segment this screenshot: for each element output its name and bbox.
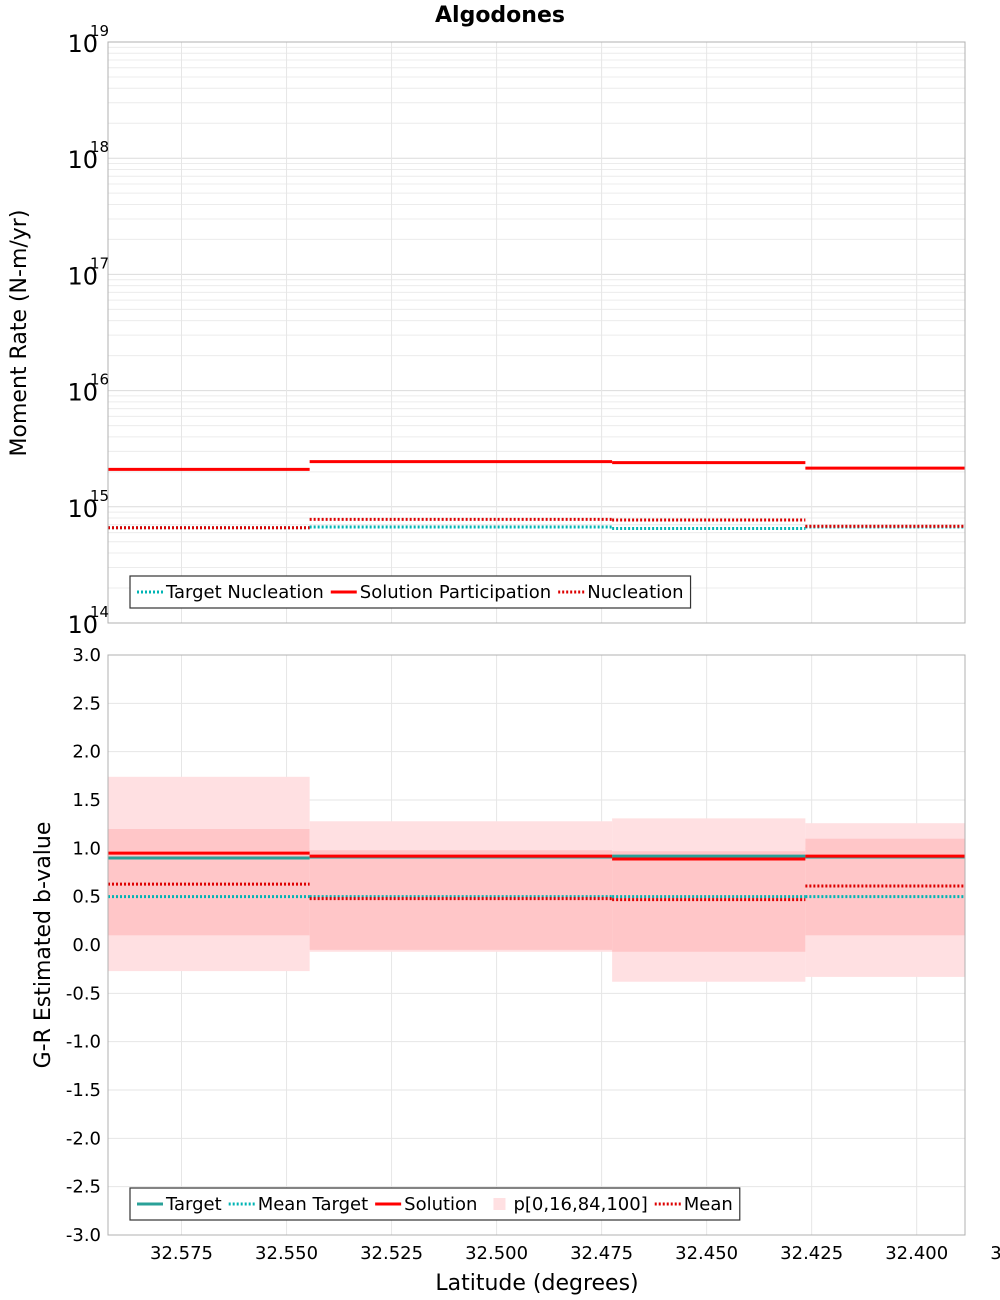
x-tick-label: 32.500 <box>465 1243 528 1264</box>
legend-entry: Mean <box>684 1194 733 1215</box>
band-inner <box>805 838 965 936</box>
x-tick-label: 32.475 <box>570 1243 633 1264</box>
b-value-panel: 3.0 2.5 2.0 1.5 1.0 0.5 0.0 -0.5 -1.0 -1.5 -2.0 -2.… <box>66 645 1000 1264</box>
y-tick-label: -1.5 <box>66 1080 101 1101</box>
y-tick-label: -2.0 <box>66 1128 101 1149</box>
y-tick-label: -2.5 <box>66 1177 101 1198</box>
b-value-legend: Target Mean Target Solution p[0,16,84,100] M… <box>129 1187 741 1221</box>
y-tick-label: 1.0 <box>72 838 101 859</box>
x-ticks: 32.575 32.550 32.525 32.500 32.475 32.450 32.4… <box>150 1243 1000 1264</box>
b-value-y-ticks: 3.0 2.5 2.0 1.5 1.0 0.5 0.0 -0.5 -1.0 -1.5 -2.0 -2.… <box>66 645 101 1246</box>
y-tick-label: 10 <box>67 146 98 174</box>
y-tick-exponent: 19 <box>90 22 109 40</box>
y-tick-label: -3.0 <box>66 1225 101 1246</box>
x-tick-label: 32.425 <box>780 1243 843 1264</box>
x-tick-label: 32.525 <box>360 1243 423 1264</box>
x-tick-label: 32.450 <box>675 1243 738 1264</box>
y-tick-exponent: 14 <box>90 603 109 621</box>
y-tick-label: 0.5 <box>72 887 101 908</box>
x-tick-label: 32.400 <box>885 1243 948 1264</box>
series-nucleation <box>108 517 965 530</box>
y-tick-label: 10 <box>67 262 98 290</box>
chart-title: Algodones <box>435 3 565 28</box>
legend-entry: Mean Target <box>258 1194 368 1215</box>
band-inner <box>612 851 806 952</box>
x-tick-label: 32.575 <box>150 1243 213 1264</box>
y-tick-label: 2.0 <box>72 742 101 763</box>
plot-frame <box>107 654 966 1236</box>
y-tick-label: -1.0 <box>66 1032 101 1053</box>
y-tick-label: 1.5 <box>72 790 101 811</box>
y-tick-label: 10 <box>67 495 98 523</box>
series-solution-participation <box>108 460 965 471</box>
y-tick-label: 2.5 <box>72 693 101 714</box>
moment-rate-grid <box>108 42 965 624</box>
y-tick-label: 3.0 <box>72 645 101 666</box>
x-tick-label: 32.375 <box>990 1243 1000 1264</box>
legend-box <box>129 575 692 609</box>
series-solution <box>108 851 965 861</box>
moment-rate-legend: Target Nucleation Solution Participation N… <box>129 575 692 609</box>
x-axis-label: Latitude (degrees) <box>435 1271 638 1296</box>
y-tick-label: 10 <box>67 30 98 58</box>
plot-frame <box>107 41 966 624</box>
legend-entry: Nucleation <box>587 582 683 603</box>
y-tick-exponent: 17 <box>90 254 109 272</box>
legend-entry: Target Nucleation <box>165 582 324 603</box>
legend-entry: Solution <box>404 1194 477 1215</box>
percentile-bands <box>108 776 965 982</box>
legend-swatch <box>493 1198 506 1210</box>
y-tick-exponent: 18 <box>90 138 109 156</box>
y-tick-label: 0.0 <box>72 935 101 956</box>
band-inner <box>108 829 310 936</box>
y-tick-exponent: 16 <box>90 371 109 389</box>
y-tick-label: 10 <box>67 611 98 639</box>
series-mean <box>108 882 965 902</box>
y-tick-label: -0.5 <box>66 983 101 1004</box>
legend-box <box>129 1187 741 1221</box>
moment-rate-ylabel: Moment Rate (N-m/yr) <box>7 210 32 457</box>
b-value-ylabel: G-R Estimated b-value <box>31 822 56 1069</box>
y-tick-label: 10 <box>67 379 98 407</box>
legend-entry: Solution Participation <box>360 582 551 603</box>
y-tick-exponent: 15 <box>90 487 109 505</box>
x-tick-label: 32.550 <box>255 1243 318 1264</box>
legend-entry: p[0,16,84,100] <box>513 1194 647 1215</box>
legend-entry: Target <box>165 1194 222 1215</box>
